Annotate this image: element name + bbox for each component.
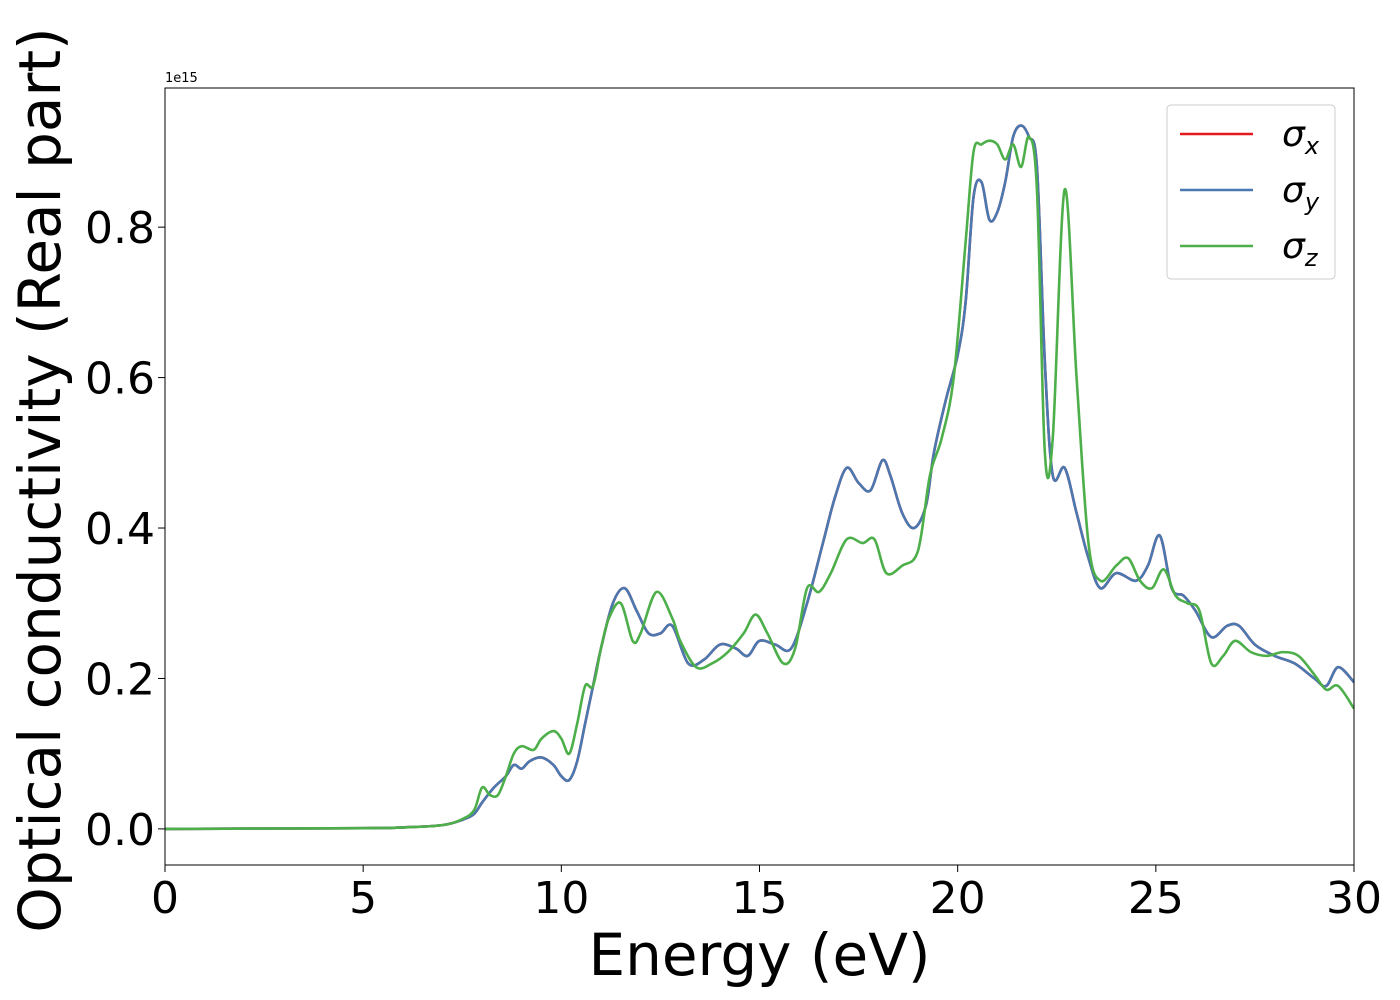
y-tick-label: 0.8 [85,203,155,254]
legend: σx σy σz [1166,104,1336,280]
legend-label-x: σx [1282,114,1320,160]
x-tick-label: 20 [930,873,986,924]
legend-frame [1166,104,1336,280]
y-offset-label: 1e15 [165,71,198,86]
x-tick-label: 25 [1128,873,1184,924]
series-line-y [165,124,1354,831]
x-tick-label: 0 [151,873,179,924]
series-line-z [165,135,1354,831]
x-tick-label: 10 [533,873,589,924]
y-axis: 0.0 0.2 0.4 0.6 0.8 [85,203,165,856]
x-tick-label: 5 [349,873,377,924]
legend-label-z: σz [1282,226,1319,272]
x-tick-label: 15 [732,873,788,924]
y-axis-title: Optical conductivity (Real part) [6,27,74,932]
series-layer [165,124,1354,831]
x-tick-label: 30 [1326,873,1382,924]
legend-label-y: σy [1282,170,1320,216]
y-tick-label: 0.6 [85,354,155,405]
y-tick-label: 0.0 [85,805,155,856]
x-axis: 0 5 10 15 20 25 30 [151,865,1382,924]
y-tick-label: 0.4 [85,504,155,555]
y-tick-label: 0.2 [85,654,155,705]
x-axis-title: Energy (eV) [588,921,930,989]
